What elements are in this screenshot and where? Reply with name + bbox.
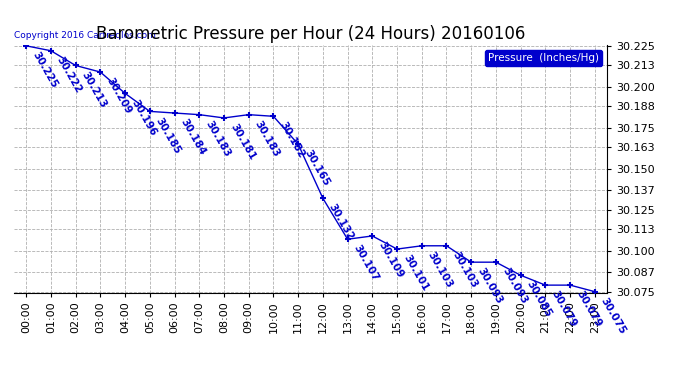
Line: Pressure  (Inches/Hg): Pressure (Inches/Hg) — [23, 42, 598, 295]
Pressure  (Inches/Hg) — [566, 283, 574, 287]
Text: 30.109: 30.109 — [377, 240, 405, 280]
Title: Barometric Pressure per Hour (24 Hours) 20160106: Barometric Pressure per Hour (24 Hours) … — [96, 26, 525, 44]
Text: 30.132: 30.132 — [327, 202, 356, 242]
Text: 30.101: 30.101 — [401, 253, 430, 293]
Text: 30.182: 30.182 — [277, 120, 306, 160]
Text: 30.075: 30.075 — [599, 296, 628, 336]
Text: 30.079: 30.079 — [549, 289, 578, 329]
Text: 30.209: 30.209 — [104, 76, 133, 116]
Text: 30.079: 30.079 — [574, 289, 603, 329]
Pressure  (Inches/Hg) — [121, 91, 129, 96]
Pressure  (Inches/Hg) — [368, 234, 377, 238]
Pressure  (Inches/Hg) — [591, 290, 599, 294]
Pressure  (Inches/Hg) — [170, 111, 179, 115]
Text: 30.093: 30.093 — [500, 266, 529, 306]
Pressure  (Inches/Hg) — [541, 283, 549, 287]
Text: 30.184: 30.184 — [179, 117, 208, 157]
Pressure  (Inches/Hg) — [417, 243, 426, 248]
Pressure  (Inches/Hg) — [517, 273, 525, 278]
Legend: Pressure  (Inches/Hg): Pressure (Inches/Hg) — [485, 50, 602, 66]
Pressure  (Inches/Hg) — [319, 196, 327, 201]
Text: 30.185: 30.185 — [154, 116, 183, 155]
Pressure  (Inches/Hg) — [47, 48, 55, 53]
Text: 30.213: 30.213 — [80, 70, 108, 110]
Text: 30.225: 30.225 — [30, 50, 59, 90]
Text: 30.103: 30.103 — [426, 250, 455, 290]
Text: 30.181: 30.181 — [228, 122, 257, 162]
Pressure  (Inches/Hg) — [269, 114, 277, 118]
Text: 30.103: 30.103 — [451, 250, 480, 290]
Text: 30.165: 30.165 — [302, 148, 331, 188]
Pressure  (Inches/Hg) — [146, 109, 154, 114]
Text: 30.222: 30.222 — [55, 55, 84, 95]
Pressure  (Inches/Hg) — [244, 112, 253, 117]
Pressure  (Inches/Hg) — [294, 142, 302, 146]
Pressure  (Inches/Hg) — [442, 243, 451, 248]
Pressure  (Inches/Hg) — [96, 70, 104, 74]
Text: 30.085: 30.085 — [525, 279, 553, 320]
Text: 30.196: 30.196 — [129, 98, 158, 137]
Pressure  (Inches/Hg) — [220, 116, 228, 120]
Pressure  (Inches/Hg) — [393, 247, 401, 251]
Pressure  (Inches/Hg) — [22, 44, 30, 48]
Text: 30.183: 30.183 — [204, 119, 233, 159]
Text: 30.107: 30.107 — [352, 243, 381, 284]
Text: 30.183: 30.183 — [253, 119, 282, 159]
Pressure  (Inches/Hg) — [72, 63, 80, 68]
Pressure  (Inches/Hg) — [467, 260, 475, 264]
Pressure  (Inches/Hg) — [195, 112, 204, 117]
Pressure  (Inches/Hg) — [492, 260, 500, 264]
Text: 30.093: 30.093 — [475, 266, 504, 306]
Pressure  (Inches/Hg) — [344, 237, 352, 242]
Text: Copyright 2016 Cartreqlos.com: Copyright 2016 Cartreqlos.com — [14, 31, 156, 40]
